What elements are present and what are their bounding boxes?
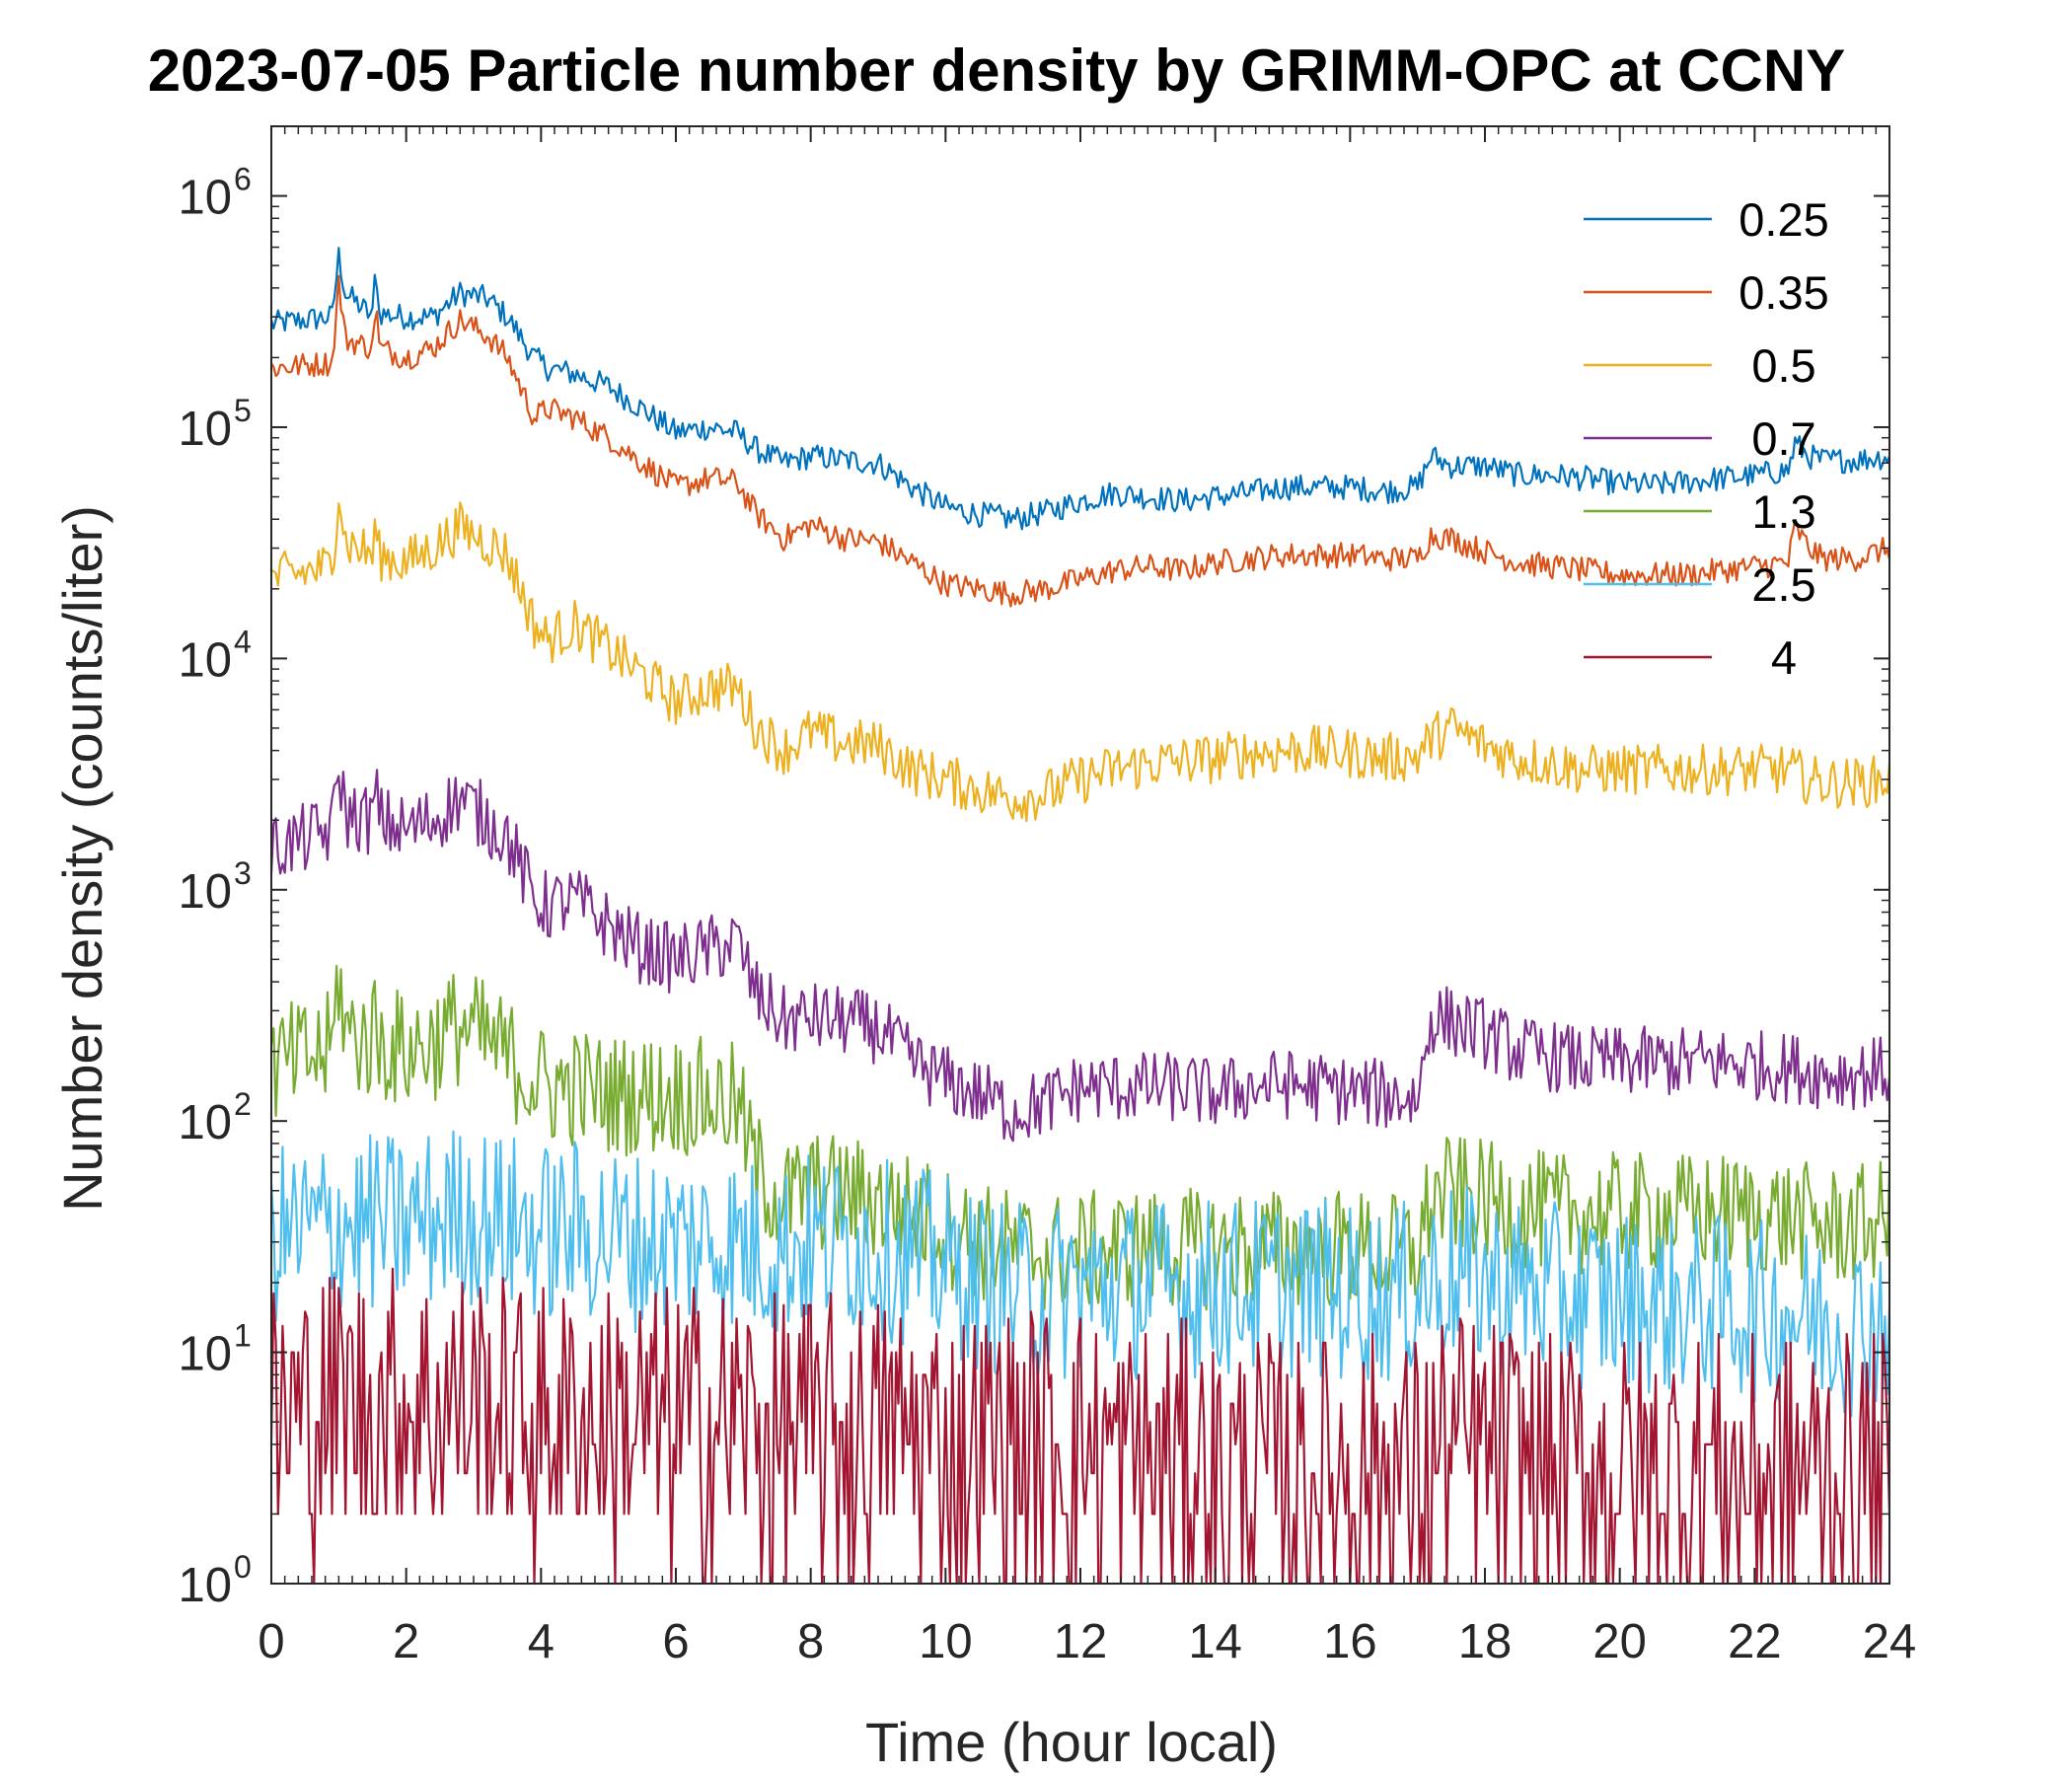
series-line-0.7 xyxy=(271,769,1889,1143)
y-tick-exponent: 3 xyxy=(234,855,252,891)
y-tick-label: 10 xyxy=(178,865,232,919)
y-tick-label: 10 xyxy=(178,1328,232,1381)
series-line-4 xyxy=(271,1267,1889,1584)
legend: 0.25 0.35 0.5 0.7 1.3 2.5 4 xyxy=(1584,193,1829,684)
x-tick-label: 20 xyxy=(1592,1615,1647,1668)
legend-label-0.35: 0.35 xyxy=(1739,266,1828,319)
x-tick-label: 4 xyxy=(528,1615,555,1668)
y-axis-label: Number density (counts/liter) xyxy=(51,505,113,1212)
x-tick-label: 0 xyxy=(258,1615,284,1668)
series-line-0.5 xyxy=(271,501,1889,823)
x-axis-label: Time (hour local) xyxy=(865,1711,1278,1773)
legend-label-0.7: 0.7 xyxy=(1751,412,1815,465)
legend-label-2.5: 2.5 xyxy=(1751,558,1815,611)
x-tick-label: 8 xyxy=(797,1615,824,1668)
x-tick-label: 2 xyxy=(393,1615,419,1668)
x-tick-label: 14 xyxy=(1188,1615,1242,1668)
x-tick-label: 16 xyxy=(1323,1615,1377,1668)
x-tick-label: 6 xyxy=(662,1615,689,1668)
x-tick-label: 22 xyxy=(1728,1615,1782,1668)
legend-label-0.25: 0.25 xyxy=(1739,193,1828,246)
legend-label-0.5: 0.5 xyxy=(1751,339,1815,392)
y-tick-label: 10 xyxy=(178,172,232,225)
series-layer xyxy=(271,247,1889,1584)
y-tick-exponent: 2 xyxy=(234,1086,252,1122)
x-tick-label: 24 xyxy=(1863,1615,1917,1668)
chart-title: 2023-07-05 Particle number density by GR… xyxy=(148,37,1846,104)
legend-label-1.3: 1.3 xyxy=(1751,485,1815,538)
x-tick-label: 10 xyxy=(919,1615,973,1668)
y-tick-exponent: 1 xyxy=(234,1318,252,1354)
series-line-0.35 xyxy=(271,274,1889,608)
x-tick-label: 12 xyxy=(1054,1615,1108,1668)
y-tick-exponent: 0 xyxy=(234,1549,252,1585)
series-line-1.3 xyxy=(271,964,1889,1311)
series-line-0.25 xyxy=(271,247,1889,531)
y-tick-label: 10 xyxy=(178,633,232,687)
legend-label-4: 4 xyxy=(1771,631,1797,684)
y-tick-exponent: 4 xyxy=(234,624,252,659)
y-tick-label: 10 xyxy=(178,1559,232,1612)
y-tick-label: 10 xyxy=(178,403,232,456)
y-tick-label: 10 xyxy=(178,1096,232,1149)
y-tick-exponent: 5 xyxy=(234,393,252,428)
y-tick-exponent: 6 xyxy=(234,162,252,197)
x-tick-label: 18 xyxy=(1458,1615,1513,1668)
